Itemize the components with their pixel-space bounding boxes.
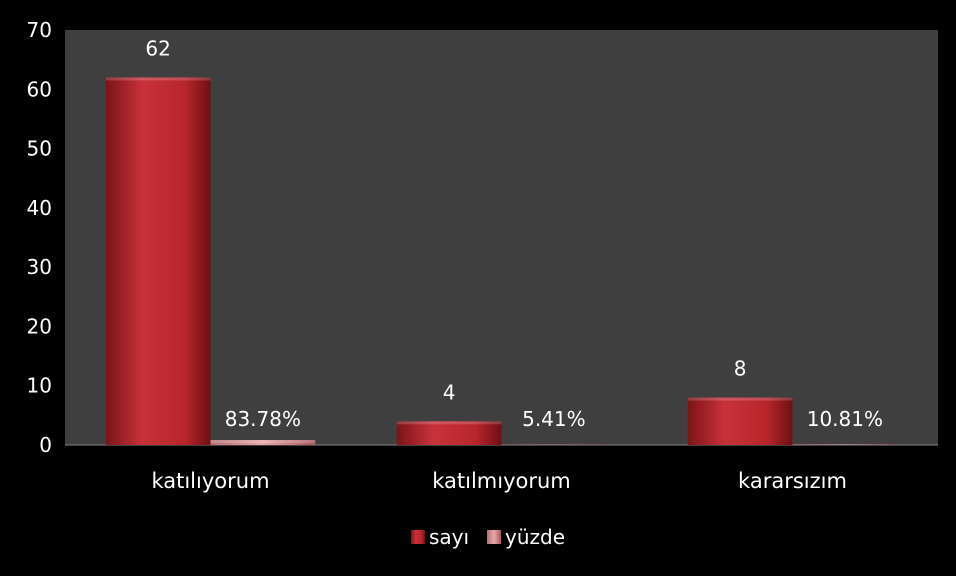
y-tick-label: 40 <box>27 196 52 220</box>
y-tick-label: 50 <box>27 137 52 161</box>
y-tick-label: 60 <box>27 77 52 101</box>
bar-yüzde-3 <box>792 444 898 445</box>
bar-highlight <box>105 77 211 81</box>
data-label-yüzde-3: 10.81% <box>807 407 883 431</box>
y-tick-label: 0 <box>39 433 52 457</box>
y-tick-label: 70 <box>27 18 52 42</box>
bar-sayı-1 <box>105 77 211 445</box>
y-tick-label: 20 <box>27 314 52 338</box>
legend-swatch-yüzde <box>487 530 501 544</box>
bar-yüzde-1 <box>210 440 316 445</box>
legend: sayı yüzde <box>411 525 565 549</box>
legend-label-sayı: sayı <box>429 525 469 549</box>
data-label-sayı-3: 8 <box>734 357 747 381</box>
bars <box>105 77 898 445</box>
data-label-yüzde-1: 83.78% <box>225 407 301 431</box>
data-label-sayı-2: 4 <box>443 380 456 404</box>
bar-highlight <box>396 421 502 425</box>
x-tick-label: kararsızım <box>738 469 847 493</box>
x-tick-label: katılmıyorum <box>432 469 571 493</box>
legend-swatch-sayı <box>411 530 425 544</box>
bar-sayı-3 <box>687 397 793 445</box>
data-label-sayı-1: 62 <box>145 36 170 60</box>
data-label-yüzde-2: 5.41% <box>522 407 586 431</box>
x-axis: katılıyorum katılmıyorum kararsızım <box>151 469 846 493</box>
bar-sayı-2 <box>396 421 502 445</box>
x-tick-label: katılıyorum <box>151 469 269 493</box>
data-labels: 62 83.78% 4 5.41% 8 10.81% <box>145 36 883 431</box>
bar-highlight <box>210 440 316 444</box>
y-tick-label: 30 <box>27 255 52 279</box>
y-tick-label: 10 <box>27 374 52 398</box>
legend-label-yüzde: yüzde <box>505 525 565 549</box>
bar-highlight <box>687 397 793 401</box>
y-axis: 0 10 20 30 40 50 60 70 <box>27 18 52 457</box>
